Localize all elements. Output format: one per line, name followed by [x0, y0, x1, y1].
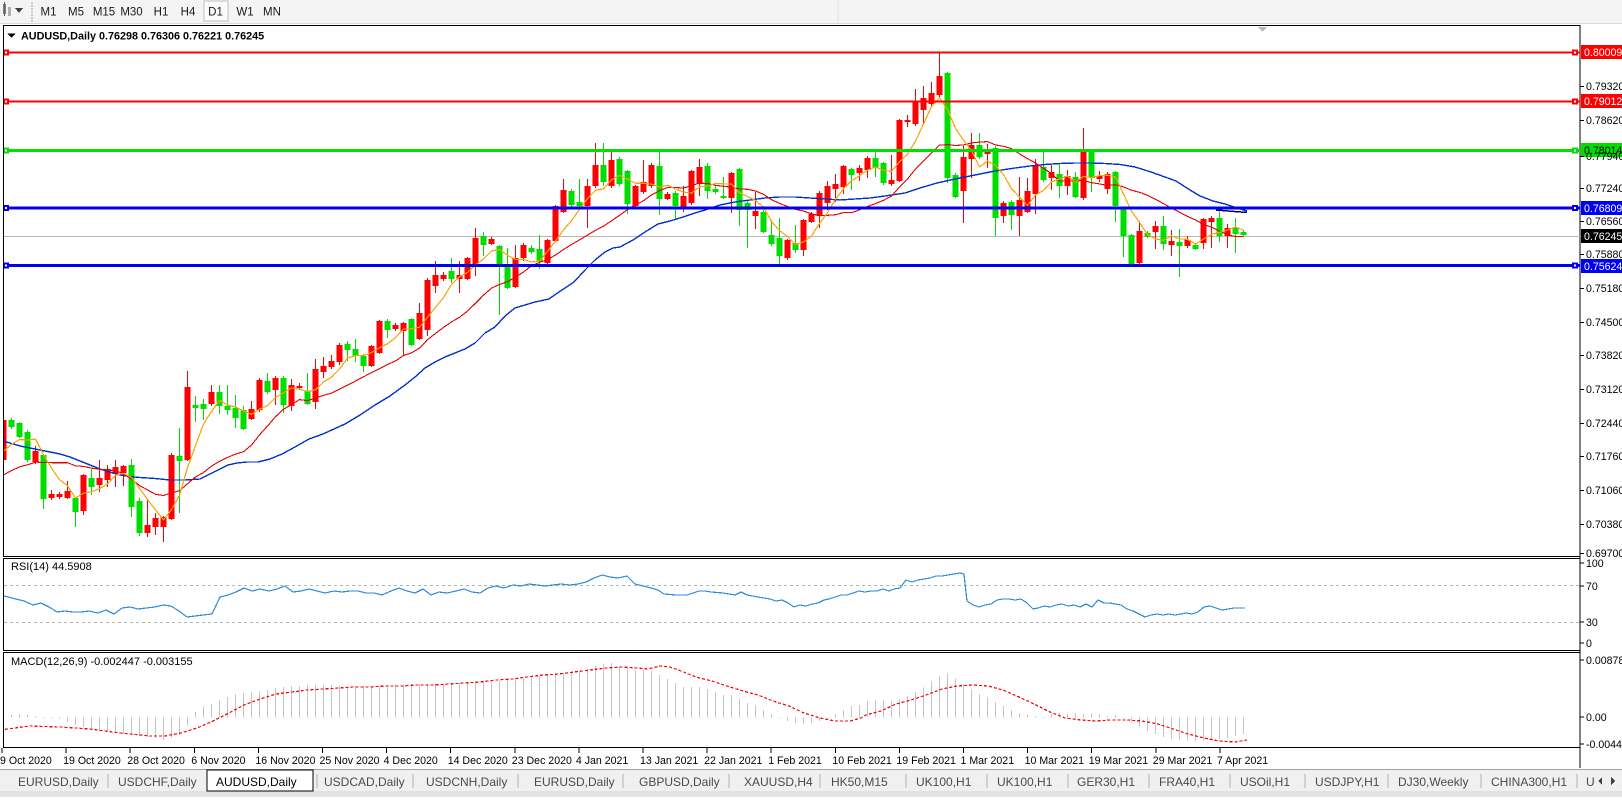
svg-text:U: U — [1586, 775, 1595, 789]
svg-text:USDJPY,H1: USDJPY,H1 — [1315, 775, 1380, 789]
svg-text:16 Nov 2020: 16 Nov 2020 — [255, 755, 315, 767]
svg-text:XAUUSD,H4: XAUUSD,H4 — [744, 775, 813, 789]
svg-text:M1: M1 — [41, 7, 57, 19]
svg-text:0.00: 0.00 — [1586, 712, 1607, 724]
svg-text:10 Feb 2021: 10 Feb 2021 — [832, 755, 892, 767]
svg-text:UK100,H1: UK100,H1 — [916, 775, 972, 789]
svg-text:0.79320: 0.79320 — [1586, 81, 1622, 93]
svg-text:22 Jan 2021: 22 Jan 2021 — [704, 755, 762, 767]
svg-text:USDCNH,Daily: USDCNH,Daily — [426, 775, 507, 789]
svg-text:DJ30,Weekly: DJ30,Weekly — [1398, 775, 1468, 789]
svg-text:0.78620: 0.78620 — [1586, 115, 1622, 127]
svg-text:0.79012: 0.79012 — [1584, 96, 1622, 108]
svg-text:0.76560: 0.76560 — [1586, 216, 1622, 228]
svg-text:4 Dec 2020: 4 Dec 2020 — [384, 755, 438, 767]
svg-text:M30: M30 — [120, 7, 142, 19]
svg-text:4 Jan 2021: 4 Jan 2021 — [576, 755, 629, 767]
svg-text:0.77940: 0.77940 — [1586, 151, 1622, 163]
svg-text:0.71060: 0.71060 — [1586, 485, 1622, 497]
svg-text:7 Apr 2021: 7 Apr 2021 — [1217, 755, 1268, 767]
svg-text:14 Dec 2020: 14 Dec 2020 — [448, 755, 508, 767]
svg-text:0.80009: 0.80009 — [1584, 47, 1622, 59]
svg-text:CHINA300,H1: CHINA300,H1 — [1491, 775, 1567, 789]
svg-text:HK50,M15: HK50,M15 — [831, 775, 888, 789]
svg-text:AUDUSD,Daily 0.76298 0.76306: AUDUSD,Daily 0.76298 0.76306 0.76221 0.7… — [21, 31, 264, 43]
svg-text:0.72440: 0.72440 — [1586, 418, 1622, 430]
svg-text:25 Nov 2020: 25 Nov 2020 — [320, 755, 380, 767]
svg-text:USOil,H1: USOil,H1 — [1240, 775, 1290, 789]
svg-text:1 Mar 2021: 1 Mar 2021 — [961, 755, 1015, 767]
svg-text:H4: H4 — [181, 7, 196, 19]
svg-text:GBPUSD,Daily: GBPUSD,Daily — [639, 775, 720, 789]
svg-text:0.71760: 0.71760 — [1586, 451, 1622, 463]
svg-text:6 Nov 2020: 6 Nov 2020 — [191, 755, 245, 767]
svg-text:FRA40,H1: FRA40,H1 — [1159, 775, 1215, 789]
svg-text:MN: MN — [263, 7, 281, 19]
svg-text:0.008782: 0.008782 — [1586, 655, 1622, 667]
svg-text:0.74500: 0.74500 — [1586, 317, 1622, 329]
svg-text:M15: M15 — [93, 7, 115, 19]
svg-text:0: 0 — [1586, 638, 1592, 650]
svg-text:AUDUSD,Daily: AUDUSD,Daily — [216, 775, 297, 789]
svg-text:0.73120: 0.73120 — [1586, 384, 1622, 396]
svg-text:0.75624: 0.75624 — [1584, 261, 1622, 273]
svg-text:19 Feb 2021: 19 Feb 2021 — [896, 755, 956, 767]
svg-text:UK100,H1: UK100,H1 — [997, 775, 1053, 789]
svg-text:13 Jan 2021: 13 Jan 2021 — [640, 755, 698, 767]
svg-text:0.77240: 0.77240 — [1586, 183, 1622, 195]
svg-text:USDCHF,Daily: USDCHF,Daily — [118, 775, 197, 789]
svg-text:0.76245: 0.76245 — [1584, 231, 1622, 243]
svg-text:M5: M5 — [68, 7, 84, 19]
svg-text:0.75180: 0.75180 — [1586, 283, 1622, 295]
svg-text:100: 100 — [1586, 558, 1604, 570]
svg-text:-0.004451: -0.004451 — [1586, 739, 1622, 751]
svg-text:0.73820: 0.73820 — [1586, 350, 1622, 362]
svg-text:MACD(12,26,9) -0.002447 -0.003: MACD(12,26,9) -0.002447 -0.003155 — [11, 656, 193, 668]
svg-text:RSI(14) 44.5908: RSI(14) 44.5908 — [11, 561, 92, 573]
svg-text:EURUSD,Daily: EURUSD,Daily — [18, 775, 99, 789]
svg-text:EURUSD,Daily: EURUSD,Daily — [534, 775, 615, 789]
svg-text:0.69700: 0.69700 — [1586, 548, 1622, 560]
svg-text:19 Oct 2020: 19 Oct 2020 — [63, 755, 121, 767]
svg-text:9 Oct 2020: 9 Oct 2020 — [0, 755, 52, 767]
svg-text:W1: W1 — [236, 7, 253, 19]
svg-text:1 Feb 2021: 1 Feb 2021 — [768, 755, 822, 767]
svg-text:GER30,H1: GER30,H1 — [1077, 775, 1135, 789]
svg-text:0.75880: 0.75880 — [1586, 249, 1622, 261]
svg-text:30: 30 — [1586, 617, 1598, 629]
svg-text:USDCAD,Daily: USDCAD,Daily — [324, 775, 405, 789]
svg-text:19 Mar 2021: 19 Mar 2021 — [1089, 755, 1149, 767]
svg-text:0.78014: 0.78014 — [1584, 145, 1622, 157]
svg-text:70: 70 — [1586, 581, 1598, 593]
svg-text:H1: H1 — [154, 7, 169, 19]
svg-text:0.76809: 0.76809 — [1584, 203, 1622, 215]
svg-text:0.70380: 0.70380 — [1586, 519, 1622, 531]
svg-text:10 Mar 2021: 10 Mar 2021 — [1025, 755, 1085, 767]
svg-text:28 Oct 2020: 28 Oct 2020 — [127, 755, 185, 767]
svg-text:29 Mar 2021: 29 Mar 2021 — [1153, 755, 1213, 767]
svg-text:D1: D1 — [208, 7, 223, 19]
svg-text:23 Dec 2020: 23 Dec 2020 — [512, 755, 572, 767]
